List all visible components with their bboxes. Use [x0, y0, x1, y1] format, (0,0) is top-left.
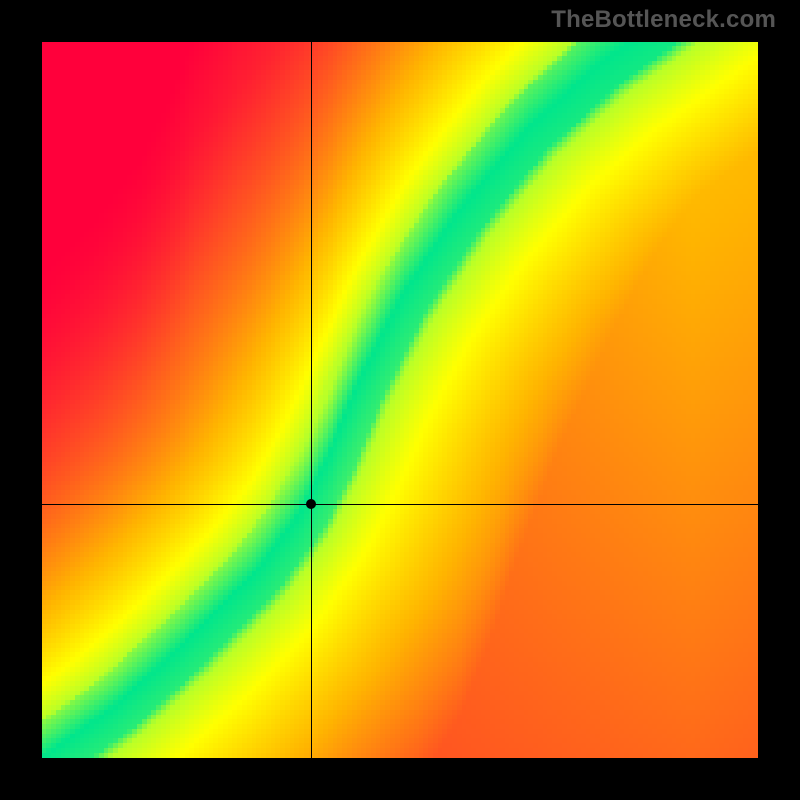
plot-area — [42, 42, 758, 758]
heatmap-canvas — [42, 42, 758, 758]
crosshair-vertical — [311, 42, 312, 758]
root: TheBottleneck.com — [0, 0, 800, 800]
attribution-text: TheBottleneck.com — [551, 6, 776, 34]
crosshair-marker — [306, 499, 316, 509]
crosshair-horizontal — [42, 504, 758, 505]
